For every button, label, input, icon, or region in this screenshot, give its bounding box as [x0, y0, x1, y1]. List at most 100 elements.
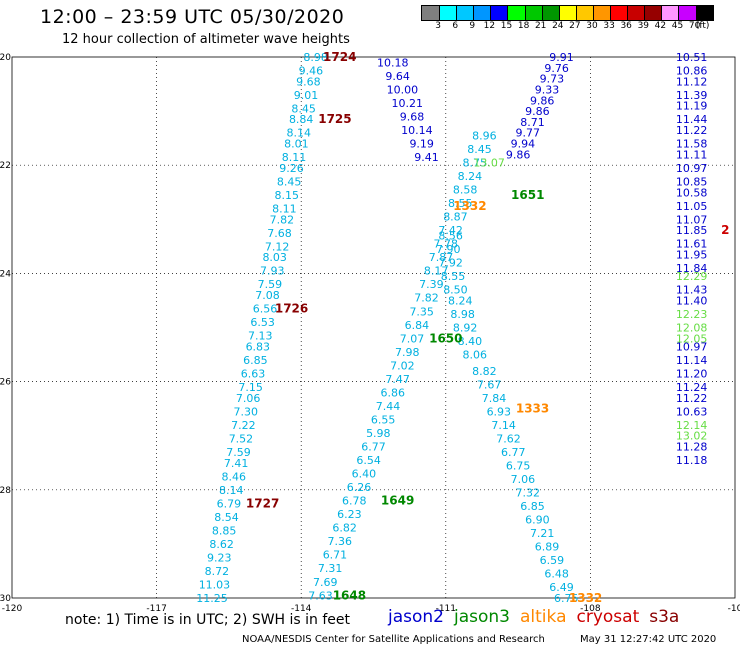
wave-height-label: 6.79 — [217, 497, 242, 510]
pass-time-label: 1724 — [323, 50, 356, 64]
wave-height-label: 7.87 — [429, 251, 454, 264]
wave-height-label: 6.40 — [352, 468, 377, 481]
wave-height-label: 11.14 — [676, 354, 708, 367]
wave-height-label: 8.55 — [448, 197, 473, 210]
wave-height-label: 6.93 — [487, 405, 512, 418]
scale-swatch — [422, 6, 440, 20]
wave-height-label: 9.94 — [511, 138, 536, 151]
wave-height-label: 11.95 — [676, 248, 708, 261]
wave-height-label: 6.59 — [540, 554, 565, 567]
wave-height-label: 7.31 — [318, 562, 343, 575]
wave-height-label: 7.92 — [438, 257, 463, 270]
wave-height-label: 11.22 — [676, 124, 708, 137]
wave-height-label: 9.01 — [294, 89, 319, 102]
scale-swatch — [524, 6, 542, 20]
wave-height-label: 6.83 — [246, 340, 271, 353]
wave-height-label: 11.19 — [676, 100, 708, 113]
wave-height-label: 6.63 — [241, 367, 266, 380]
scale-swatch — [592, 6, 611, 20]
wave-height-label: 8.03 — [262, 251, 287, 264]
wave-height-label: 8.98 — [450, 308, 475, 321]
wave-height-label: 9.76 — [544, 62, 569, 75]
scale-swatch — [439, 6, 457, 20]
wave-height-label: 10.63 — [676, 405, 708, 418]
wave-height-label: 8.45 — [291, 102, 316, 115]
legend-jason3: jason3 — [454, 607, 510, 627]
wave-height-label: 13.02 — [676, 430, 708, 443]
page-title: 12:00 – 23:59 UTC 05/30/2020 — [40, 6, 345, 28]
scale-swatch — [627, 6, 645, 20]
wave-height-label: 9.64 — [385, 70, 410, 83]
wave-height-label: 6.56 — [253, 303, 278, 316]
scale-swatch — [456, 6, 474, 20]
wave-height-label: 11.43 — [676, 284, 708, 297]
wave-height-label: 6.26 — [347, 481, 372, 494]
wave-height-label: 7.82 — [414, 292, 439, 305]
scale-label: 42 — [654, 21, 667, 31]
legend-jason2: jason2 — [388, 607, 444, 627]
wave-height-label: 11.39 — [676, 89, 708, 102]
wave-height-label: 8.01 — [284, 138, 309, 151]
wave-height-label: 7.02 — [390, 359, 415, 372]
wave-height-label: 9.23 — [207, 551, 232, 564]
wave-height-label: 8.14 — [219, 484, 244, 497]
wave-height-label: 7.06 — [511, 473, 536, 486]
wave-height-label: 6.85 — [520, 500, 545, 513]
wave-height-label: 10.97 — [676, 162, 708, 175]
wave-height-label: 9.91 — [549, 51, 574, 64]
pass-time-label: 1725 — [318, 112, 351, 126]
pass-time-label: 1726 — [275, 302, 308, 316]
wave-height-label: 8.11 — [272, 202, 297, 215]
scale-label: 70 — [688, 21, 701, 31]
wave-height-label: 6.89 — [535, 541, 560, 554]
legend-cryosat: cryosat — [576, 607, 640, 627]
wave-height-label: 6.82 — [332, 522, 357, 535]
footer-credit: NOAA/NESDIS Center for Satellite Applica… — [242, 634, 545, 645]
wave-height-label: 8.50 — [443, 284, 468, 297]
wave-height-label: 6.48 — [544, 568, 569, 581]
wave-height-label: 7.22 — [231, 419, 256, 432]
legend-s3a: s3a — [649, 607, 680, 627]
scale-swatch — [507, 6, 525, 20]
wave-height-label: 10.21 — [391, 97, 423, 110]
wave-height-label: 7.14 — [491, 419, 516, 432]
wave-height-label: 8.62 — [209, 538, 234, 551]
pass-time-label: 1651 — [511, 188, 544, 202]
scale-swatch — [490, 6, 508, 20]
wave-height-label: 9.33 — [535, 83, 560, 96]
wave-height-label: 7.62 — [496, 432, 521, 445]
scale-label: 3 — [435, 21, 441, 31]
scale-label: 15 — [500, 21, 513, 31]
wave-height-label: 8.56 — [438, 230, 463, 243]
wave-height-label: 8.40 — [458, 335, 483, 348]
x-tick-label: -108 — [580, 604, 601, 614]
wave-height-label: 11.22 — [676, 392, 708, 405]
wave-height-label: 6.71 — [323, 549, 348, 562]
wave-height-label: 11.24 — [676, 381, 708, 394]
wave-height-label: 5.98 — [366, 427, 391, 440]
scale-label: 45 — [671, 21, 684, 31]
wave-height-label: 8.84 — [289, 113, 314, 126]
footer-date: May 31 12:27:42 UTC 2020 — [580, 634, 717, 645]
wave-height-label: 8.46 — [221, 470, 246, 483]
wave-height-label: 8.96 — [472, 129, 497, 142]
wave-height-label: 7.90 — [436, 243, 461, 256]
wave-height-label: 7.63 — [308, 589, 333, 602]
wave-height-label: 11.58 — [676, 138, 708, 151]
wave-height-label: 6.49 — [549, 581, 574, 594]
wave-height-label: 6.23 — [337, 508, 362, 521]
wave-height-label: 8.87 — [443, 211, 468, 224]
wave-height-label: 7.15 — [238, 381, 263, 394]
wave-height-label: 11.03 — [199, 578, 231, 591]
wave-height-label: 9.86 — [506, 148, 531, 161]
wave-height-label: 6.77 — [361, 441, 386, 454]
wave-height-label: 10.85 — [676, 175, 708, 188]
wave-height-label: 7.52 — [229, 432, 254, 445]
wave-height-label: 7.41 — [224, 457, 249, 470]
wave-height-label: 8.24 — [448, 294, 473, 307]
pass-time-label: 1727 — [246, 496, 279, 510]
wave-height-label: 7.08 — [255, 289, 280, 302]
wave-height-label: 9.26 — [279, 162, 304, 175]
scale-swatch — [610, 6, 628, 20]
wave-height-label: 11.40 — [676, 294, 708, 307]
